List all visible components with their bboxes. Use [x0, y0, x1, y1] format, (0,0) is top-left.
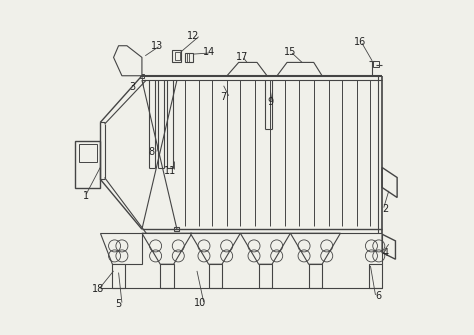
Bar	[259, 264, 272, 288]
Text: 14: 14	[202, 48, 215, 57]
Text: 9: 9	[267, 97, 273, 108]
Polygon shape	[227, 62, 267, 76]
Bar	[373, 61, 379, 67]
Polygon shape	[382, 234, 395, 259]
Polygon shape	[240, 233, 291, 264]
Text: 4: 4	[383, 248, 389, 258]
Polygon shape	[75, 141, 100, 188]
Bar	[209, 264, 222, 288]
Text: 2: 2	[383, 204, 389, 214]
Text: 13: 13	[151, 41, 163, 51]
Text: 12: 12	[187, 31, 200, 41]
Text: 16: 16	[354, 38, 366, 47]
Polygon shape	[190, 233, 240, 264]
Text: 6: 6	[376, 291, 382, 301]
Bar	[175, 52, 180, 60]
Bar	[309, 264, 322, 288]
Text: 7: 7	[220, 92, 227, 103]
Text: 10: 10	[194, 297, 207, 308]
Text: 8: 8	[149, 147, 155, 157]
Text: 5: 5	[116, 299, 122, 309]
Text: 3: 3	[129, 82, 135, 92]
Bar	[185, 53, 192, 62]
Text: 11: 11	[164, 166, 176, 176]
Text: 15: 15	[284, 48, 297, 57]
Bar	[369, 264, 382, 288]
Text: 17: 17	[236, 52, 248, 62]
Bar	[112, 264, 125, 288]
Bar	[172, 50, 181, 62]
Polygon shape	[114, 46, 142, 76]
Polygon shape	[142, 233, 192, 264]
Text: 18: 18	[92, 284, 105, 294]
Bar	[160, 264, 173, 288]
Bar	[139, 74, 144, 78]
Text: 1: 1	[83, 191, 89, 201]
Polygon shape	[100, 233, 142, 264]
Bar	[174, 226, 179, 231]
Polygon shape	[382, 168, 397, 198]
Polygon shape	[291, 233, 340, 264]
Polygon shape	[277, 62, 322, 76]
Bar	[79, 144, 97, 162]
